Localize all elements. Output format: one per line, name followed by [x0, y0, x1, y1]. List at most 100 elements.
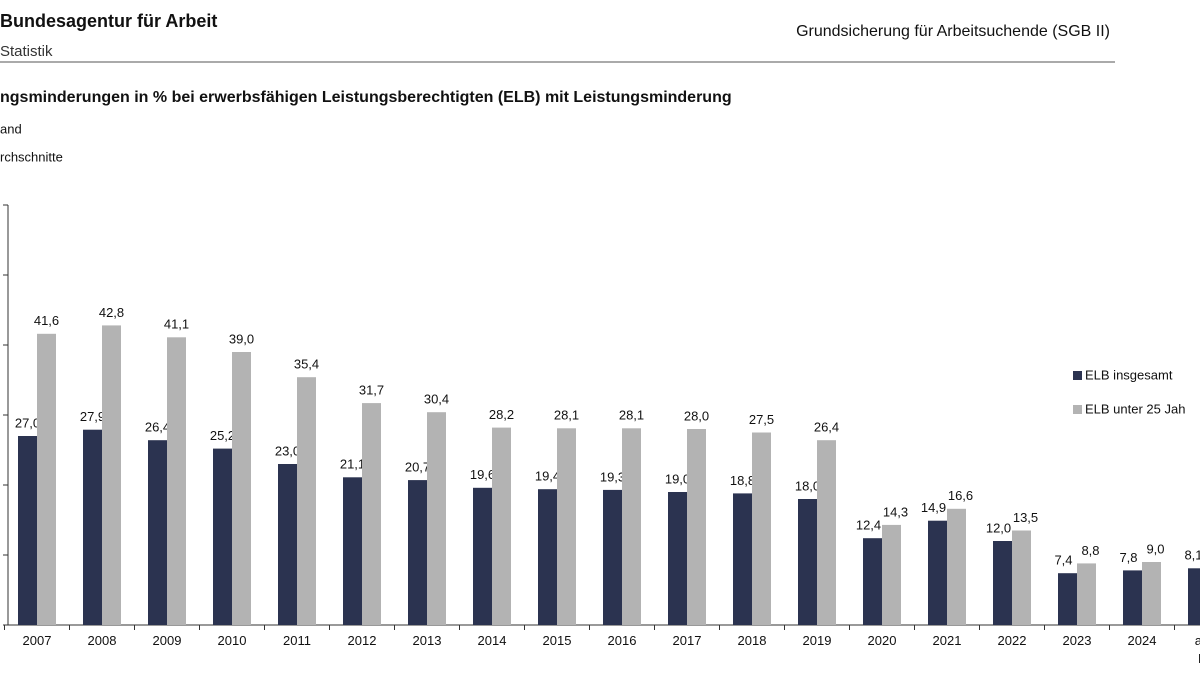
bar — [167, 337, 186, 625]
value-label: 19,0 — [665, 471, 690, 486]
value-label: 12,4 — [856, 518, 881, 533]
value-label: 26,4 — [814, 420, 839, 435]
x-tick-label-line: 2018 — [738, 633, 767, 648]
x-tick-label-line: aktu — [1195, 633, 1200, 648]
bar — [427, 412, 446, 625]
bar — [947, 508, 966, 625]
x-tick-label-line: 2023 — [1063, 633, 1092, 648]
bar — [37, 333, 56, 625]
value-label: 12,0 — [986, 520, 1011, 535]
value-label: 18,8 — [730, 473, 755, 488]
value-label: 7,8 — [1119, 550, 1137, 565]
x-tick-label-line: 2017 — [673, 633, 702, 648]
bar — [863, 538, 882, 625]
value-label: 20,7 — [405, 460, 430, 475]
bar — [213, 448, 232, 625]
bar — [882, 524, 901, 625]
x-tick-label: 2017 — [673, 633, 702, 648]
x-tick-label: 2024 — [1128, 633, 1157, 648]
value-label: 9,0 — [1146, 541, 1164, 556]
x-tick-label-line: 2015 — [543, 633, 572, 648]
x-tick-label: 2012 — [348, 633, 377, 648]
value-label: 8,1 — [1184, 548, 1200, 563]
legend-swatch — [1073, 405, 1082, 414]
bar — [18, 436, 37, 625]
value-label: 41,6 — [34, 313, 59, 328]
org-unit: Statistik — [0, 43, 53, 60]
bar — [687, 429, 706, 625]
value-label: 28,1 — [554, 408, 579, 423]
value-label: 13,5 — [1013, 510, 1038, 525]
x-tick-label: 2018 — [738, 633, 767, 648]
bar — [408, 480, 427, 625]
value-label: 39,0 — [229, 331, 254, 346]
x-tick-label-line: 2016 — [608, 633, 637, 648]
x-tick-label: 2019 — [803, 633, 832, 648]
org-name: Bundesagentur für Arbeit — [0, 11, 217, 31]
x-tick-label-line: 2009 — [153, 633, 182, 648]
value-label: 27,5 — [749, 412, 774, 427]
value-label: 19,4 — [535, 469, 560, 484]
x-tick-label-line: 2024 — [1128, 633, 1157, 648]
bar — [928, 520, 947, 625]
bar — [1058, 573, 1077, 625]
value-label: 14,9 — [921, 500, 946, 515]
x-tick-label: 2009 — [153, 633, 182, 648]
bar — [668, 492, 687, 625]
legend-swatch — [1073, 371, 1082, 380]
bar — [798, 499, 817, 625]
x-tick-label-line: 2019 — [803, 633, 832, 648]
bar — [83, 429, 102, 625]
x-tick-label: 2023 — [1063, 633, 1092, 648]
value-label: 7,4 — [1054, 553, 1072, 568]
x-tick-label: 2020 — [868, 633, 897, 648]
value-label: 27,0 — [15, 415, 40, 430]
value-label: 31,7 — [359, 383, 384, 398]
x-tick-label-line: 2014 — [478, 633, 507, 648]
x-tick-label-line: 2010 — [218, 633, 247, 648]
x-tick-label: 2021 — [933, 633, 962, 648]
legend-label: ELB unter 25 Jah — [1085, 401, 1185, 416]
x-tick-label-line: 2013 — [413, 633, 442, 648]
value-label: 35,4 — [294, 357, 319, 372]
bar — [733, 493, 752, 625]
x-tick-label: 2010 — [218, 633, 247, 648]
x-tick-label: 2013 — [413, 633, 442, 648]
value-label: 14,3 — [883, 504, 908, 519]
value-label: 21,1 — [340, 457, 365, 472]
bar — [1077, 563, 1096, 625]
value-label: 27,9 — [80, 409, 105, 424]
subtitle: rchschnitte — [0, 149, 63, 164]
bar — [343, 477, 362, 625]
x-tick-label-line: 2012 — [348, 633, 377, 648]
bar — [1142, 562, 1161, 625]
value-label: 8,8 — [1081, 543, 1099, 558]
value-label: 19,6 — [470, 467, 495, 482]
value-label: 18,0 — [795, 478, 820, 493]
bar — [557, 428, 576, 625]
x-tick-label: 2015 — [543, 633, 572, 648]
value-label: 28,1 — [619, 408, 644, 423]
x-tick-label: 2007 — [23, 633, 52, 648]
x-tick-label-line: 2008 — [88, 633, 117, 648]
x-tick-label: 2011 — [283, 633, 311, 648]
legend-label: ELB insgesamt — [1085, 367, 1173, 382]
value-label: 28,2 — [489, 407, 514, 422]
x-tick-label-line: 2020 — [868, 633, 897, 648]
x-tick-label: 2014 — [478, 633, 507, 648]
value-label: 23,0 — [275, 443, 300, 458]
bar — [1123, 570, 1142, 625]
bar — [538, 489, 557, 625]
value-label: 19,3 — [600, 469, 625, 484]
value-label: 41,1 — [164, 317, 189, 332]
value-label: 42,8 — [99, 305, 124, 320]
x-tick-label-line: 2007 — [23, 633, 52, 648]
x-tick-label: 2008 — [88, 633, 117, 648]
bar — [232, 352, 251, 625]
x-tick-label: aktu Mo — [1195, 633, 1200, 666]
value-label: 26,4 — [145, 420, 170, 435]
topic: Grundsicherung für Arbeitsuchende (SGB I… — [796, 23, 1110, 40]
value-label: 30,4 — [424, 392, 449, 407]
bar — [993, 541, 1012, 625]
